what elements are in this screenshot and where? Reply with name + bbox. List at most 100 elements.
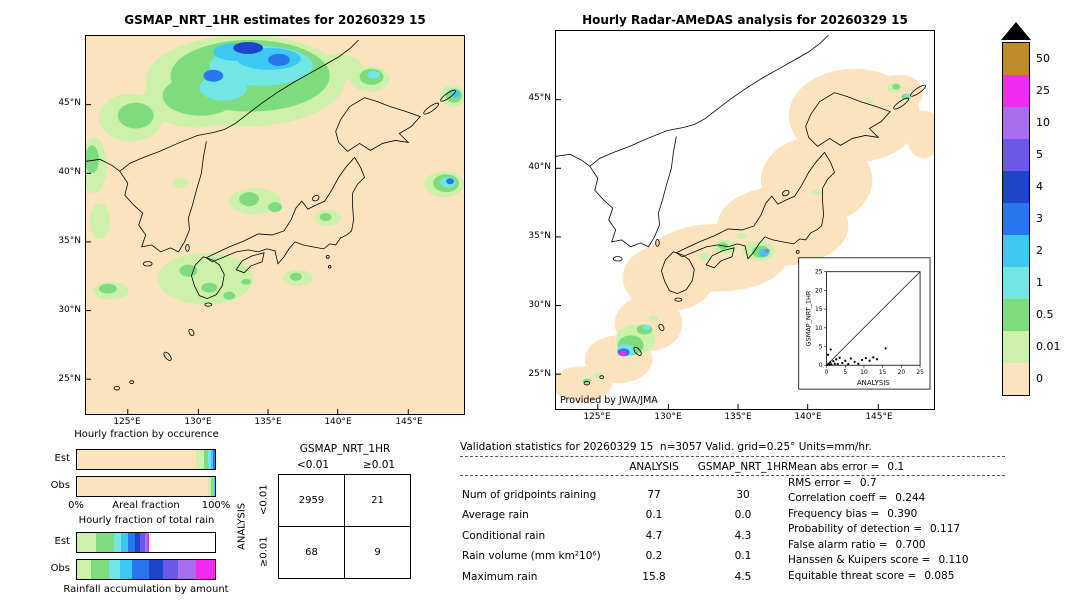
precip-cell — [367, 70, 380, 79]
inset-y-tick-label: 20 — [815, 287, 823, 294]
x-tick-label: 125°E — [113, 417, 141, 427]
metric-row: Frequency bias = 0.390 — [788, 508, 917, 520]
miyako-island — [599, 375, 605, 380]
colorbar-level-label: 5 — [1036, 148, 1043, 161]
precip-cell — [268, 53, 290, 66]
metric-value: 0.700 — [895, 539, 926, 551]
colorbar-segment — [1003, 171, 1029, 203]
y-tick-label: 25°N — [528, 369, 551, 379]
precip-cell — [592, 372, 603, 379]
bar-segment — [195, 450, 204, 469]
bar-segment — [121, 533, 129, 552]
sado-island — [312, 194, 320, 202]
metric-value: 0.1 — [887, 461, 905, 473]
colorbar-segment — [1003, 75, 1029, 107]
inset-x-tick-label: 10 — [860, 369, 868, 376]
inset-x-tick-label: 5 — [843, 369, 847, 376]
metric-value: 0.110 — [938, 554, 969, 566]
izu-island — [325, 254, 330, 259]
stats-col-gsmap: GSMAP_NRT_1HR — [697, 461, 789, 473]
colorbar-level-label: 1 — [1036, 276, 1043, 289]
data-credit: Provided by JWA/JMA — [560, 395, 658, 406]
occurrence-obs-label: Obs — [50, 480, 70, 491]
metric-label: False alarm ratio = — [788, 539, 888, 551]
metric-value: 0.390 — [887, 508, 918, 520]
inset-x-tick-label: 0 — [825, 369, 829, 376]
coastlines — [86, 39, 456, 391]
total-rain-obs-bar — [76, 559, 216, 580]
precip-layer — [582, 82, 912, 384]
x-tick-label: 140°E — [794, 412, 822, 422]
tsushima-island — [655, 238, 660, 247]
bar-segment — [203, 450, 209, 469]
kyushu-coast — [661, 251, 695, 295]
occurrence-chart-title: Hourly fraction by occurence — [74, 429, 219, 440]
scatter-point — [849, 357, 852, 360]
jeju-island — [142, 261, 153, 267]
occurrence-est-bar — [76, 449, 216, 470]
stats-row-label: Conditional rain — [462, 530, 546, 542]
y-tick-label: 40°N — [58, 167, 81, 177]
coverage-cell — [622, 243, 715, 312]
stats-header: Validation statistics for 20260329 15 n=… — [460, 441, 872, 453]
x-tick-label: 125°E — [583, 412, 611, 422]
y-tick-label: 25°N — [58, 374, 81, 384]
inset-x-tick-label: 20 — [898, 369, 906, 376]
inset-x-tick-label: 15 — [879, 369, 887, 376]
colorbar-segment — [1003, 235, 1029, 267]
kyushu-coast — [191, 256, 225, 300]
colorbar-level-label: 0.01 — [1036, 340, 1061, 353]
stats-row-label: Num of gridpoints raining — [462, 489, 597, 501]
stats-gsmap-value: 30 — [736, 489, 750, 501]
miyako-island — [129, 380, 135, 385]
shikoku-coast — [705, 247, 735, 269]
ishigaki-island — [583, 380, 591, 386]
okinawa-island — [633, 346, 642, 356]
scatter-point — [829, 361, 832, 364]
inset-y-tick-label: 15 — [815, 306, 823, 313]
stats-analysis-value: 0.2 — [645, 550, 663, 562]
sado-island — [782, 189, 790, 197]
korea-coast — [589, 136, 677, 248]
x-tick-label: 145°E — [395, 417, 423, 427]
stats-row-label: Rain volume (mm km²10⁶) — [462, 550, 601, 562]
scatter-point — [841, 361, 844, 365]
bar-segment — [77, 533, 97, 552]
precip-cell — [289, 272, 302, 281]
precip-cell — [179, 264, 198, 277]
inset-scatter-points — [826, 347, 887, 366]
total-rain-est-label: Est — [54, 536, 70, 547]
inset-x-tick-label: 25 — [916, 369, 924, 376]
scatter-point — [868, 359, 871, 362]
precip-cell — [865, 97, 874, 104]
bar-segment — [214, 477, 215, 496]
gsmap-map-svg — [86, 36, 464, 414]
metric-value: 0.7 — [859, 477, 877, 489]
contingency-cell-10: 68 — [279, 527, 345, 579]
precip-cell — [764, 248, 770, 253]
inset-y-tick-label: 10 — [815, 325, 823, 332]
amami-island — [658, 323, 665, 332]
precip-cell — [452, 89, 461, 98]
metric-label: Probability of detection = — [788, 523, 923, 535]
hokkaido-coast — [335, 97, 421, 152]
metric-label: Frequency bias = — [788, 508, 880, 520]
x-tick-label: 135°E — [254, 417, 282, 427]
y-tick-label: 30°N — [58, 305, 81, 315]
precip-cell — [233, 41, 264, 54]
colorbar-segment — [1003, 107, 1029, 139]
scatter-point — [853, 360, 856, 363]
precip-cell — [905, 93, 911, 98]
dashed-divider — [460, 456, 1005, 457]
amami-island — [188, 328, 195, 337]
total-rain-est-bar — [76, 532, 216, 553]
metric-row: Probability of detection = 0.117 — [788, 523, 960, 535]
inset-x-axis-label: ANALYSIS — [857, 379, 890, 387]
precip-layer — [86, 36, 464, 305]
bar-segment — [90, 560, 109, 579]
scatter-point — [829, 348, 832, 351]
colorbar-segment — [1003, 267, 1029, 299]
x-tick-label: 140°E — [324, 417, 352, 427]
bar-segment — [108, 560, 120, 579]
